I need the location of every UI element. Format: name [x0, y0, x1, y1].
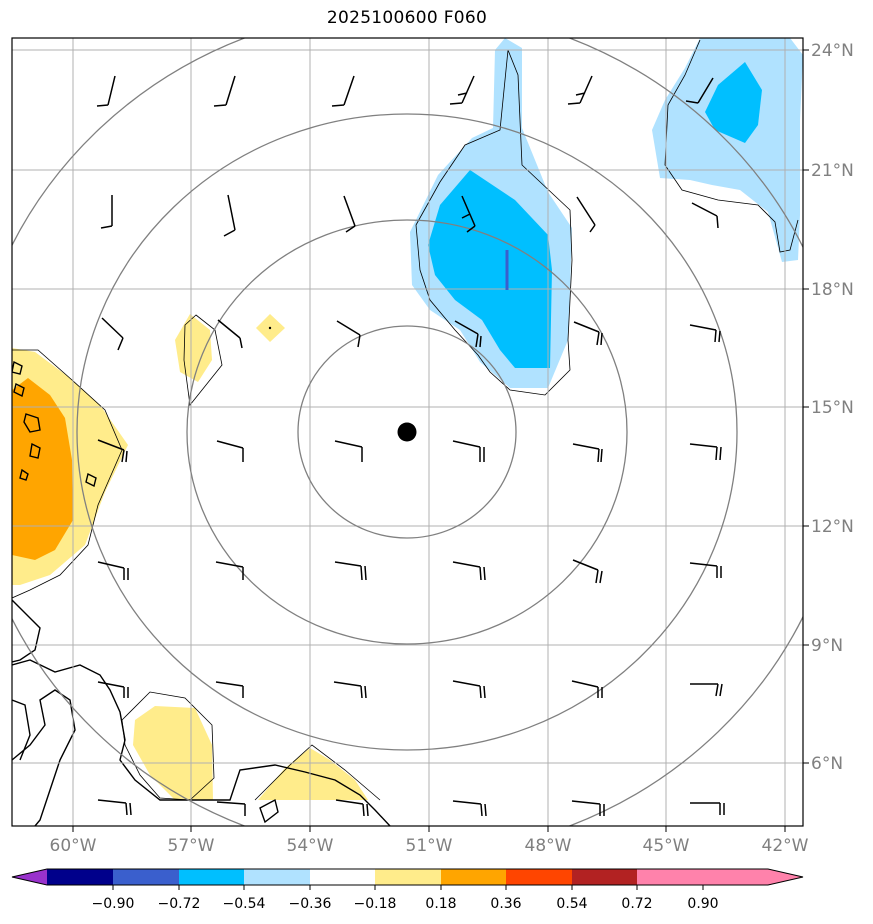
colorbar-segment [375, 869, 441, 885]
lat-labels: 24°N 21°N 18°N 15°N 12°N 9°N 6°N [811, 41, 854, 774]
colorbar-segment [179, 869, 244, 885]
colorbar-tick-label: 0.18 [425, 896, 456, 912]
lat-label: 9°N [811, 636, 843, 656]
colorbar-segment [637, 869, 703, 885]
colorbar-segment [572, 869, 637, 885]
colorbar-tick-label: −0.18 [354, 896, 397, 912]
lon-label: 60°W [50, 836, 97, 856]
map-title: 2025100600 F060 [326, 8, 488, 28]
range-rings [12, 38, 803, 826]
colorbar-extend-low [12, 869, 47, 885]
storm-center-marker [397, 422, 417, 442]
wind-barbs [96, 75, 725, 817]
lat-label: 18°N [811, 280, 854, 300]
colorbar-tick-label: −0.54 [223, 896, 266, 912]
graticule [12, 38, 803, 826]
colorbar-segment [244, 869, 310, 885]
lon-label: 57°W [168, 836, 215, 856]
positive-anomaly-west [12, 348, 128, 585]
colorbar-tick-label: 0.90 [687, 896, 718, 912]
colorbar-tick-label: 0.36 [490, 896, 521, 912]
colorbar-tick-label: −0.72 [158, 896, 201, 912]
negative-anomaly-northeast [652, 38, 803, 262]
lon-ticks [72, 826, 786, 832]
colorbar-extend-high [703, 869, 803, 885]
colorbar-tick-label: 0.54 [556, 896, 587, 912]
colorbar-segment [441, 869, 506, 885]
colorbar-segment [310, 869, 375, 885]
colorbar-tick-label: −0.36 [289, 896, 332, 912]
negative-anomaly-center [410, 38, 572, 388]
colorbar-segment [506, 869, 572, 885]
lat-label: 24°N [811, 41, 854, 61]
lat-label: 21°N [811, 161, 854, 181]
colorbar-segment [113, 869, 179, 885]
lat-label: 12°N [811, 517, 854, 537]
lon-label: 42°W [762, 836, 809, 856]
colorbar-tick-label: −0.90 [92, 896, 135, 912]
colorbar-tick-label: 0.72 [621, 896, 652, 912]
lon-label: 51°W [406, 836, 453, 856]
lon-label: 48°W [525, 836, 572, 856]
lat-ticks [803, 49, 809, 764]
positive-anomaly-south [133, 706, 368, 800]
lon-label: 45°W [643, 836, 690, 856]
coastlines [12, 360, 391, 826]
lat-label: 6°N [811, 754, 843, 774]
lon-label: 54°W [287, 836, 334, 856]
map-frame [11, 37, 804, 827]
colorbar-segment [47, 869, 113, 885]
lon-labels: 60°W 57°W 54°W 51°W 48°W 45°W 42°W [50, 836, 809, 856]
lat-label: 15°N [811, 398, 854, 418]
colorbar: −0.90 −0.72 −0.54 −0.36 −0.18 0.18 0.36 … [11, 868, 804, 912]
